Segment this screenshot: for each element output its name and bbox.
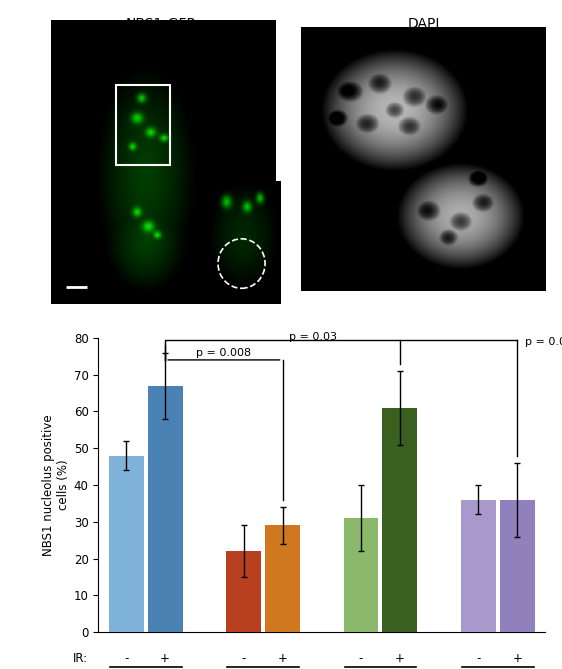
Text: -: - <box>242 652 246 666</box>
Text: -: - <box>124 652 129 666</box>
Text: p = 0.004: p = 0.004 <box>525 337 562 347</box>
Bar <box>148 385 183 632</box>
Text: IR:: IR: <box>72 652 88 666</box>
Text: +: + <box>160 652 170 666</box>
Y-axis label: NBS1 nucleolus positive
cells (%): NBS1 nucleolus positive cells (%) <box>42 414 70 556</box>
Text: -: - <box>359 652 363 666</box>
Bar <box>461 500 496 632</box>
Text: +: + <box>395 652 405 666</box>
Text: p = 0.008: p = 0.008 <box>196 348 251 358</box>
Bar <box>265 526 300 632</box>
Bar <box>226 551 261 632</box>
Bar <box>500 500 534 632</box>
Text: p = 0.03: p = 0.03 <box>289 332 337 342</box>
Text: +: + <box>278 652 288 666</box>
Bar <box>343 518 378 632</box>
Text: +: + <box>513 652 522 666</box>
Bar <box>109 456 144 632</box>
Text: DAPI: DAPI <box>408 17 441 31</box>
Bar <box>116 86 170 165</box>
Text: NBS1-GFP: NBS1-GFP <box>125 17 195 31</box>
Text: -: - <box>476 652 481 666</box>
Bar <box>383 408 418 632</box>
